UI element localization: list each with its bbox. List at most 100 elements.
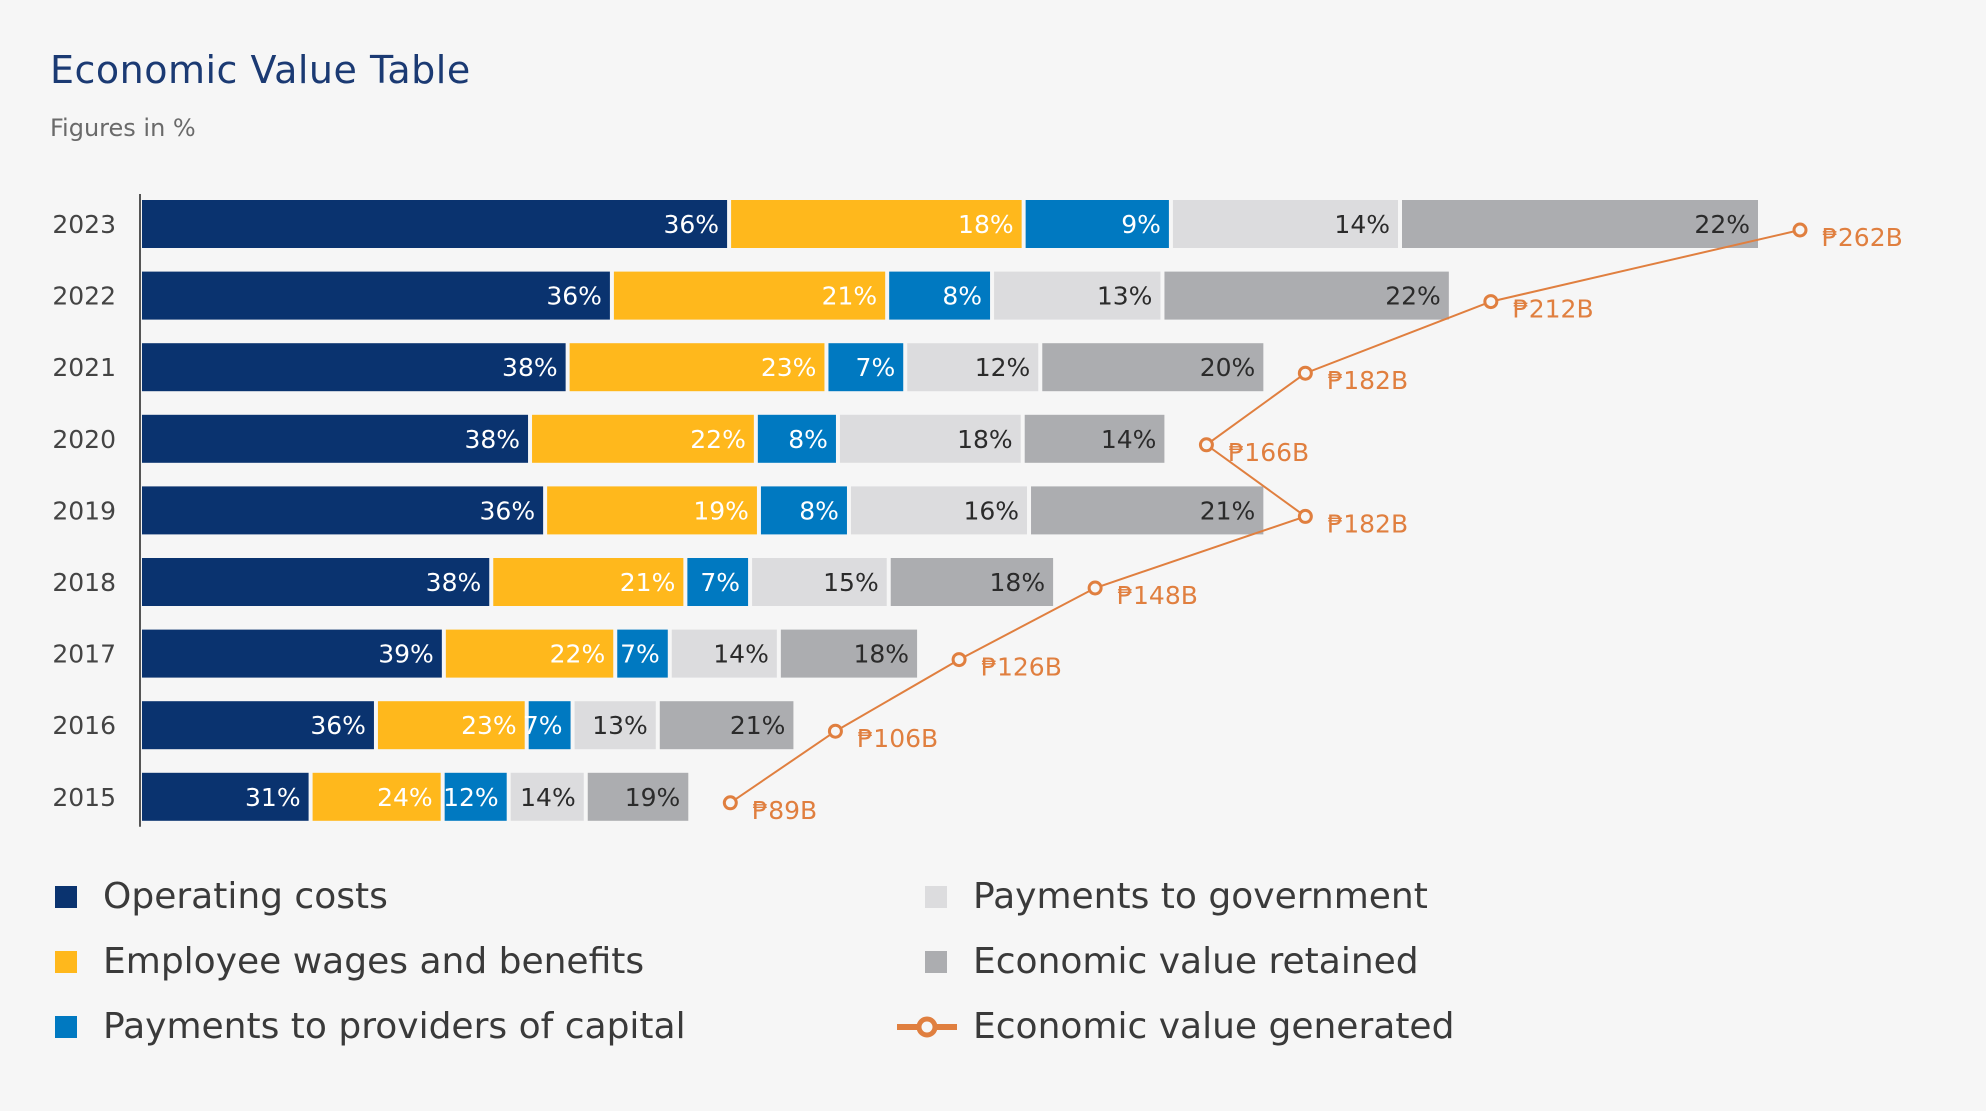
- data-label: 19%: [625, 783, 681, 812]
- data-label: 8%: [788, 425, 828, 454]
- data-label: 18%: [957, 425, 1013, 454]
- line-marker-icon: [897, 1016, 957, 1037]
- legend-item-payments-to-government: Payments to government: [925, 876, 1428, 917]
- data-label: 7%: [700, 568, 740, 597]
- bar-segment-operating-costs: [142, 629, 442, 678]
- legend-label: Payments to government: [973, 876, 1428, 917]
- data-label: 22%: [550, 640, 606, 669]
- data-label: 14%: [520, 783, 576, 812]
- legend-swatch-payments-to-government: [925, 885, 947, 908]
- bar-segment-economic-value-retained: [1024, 414, 1165, 463]
- data-label: 16%: [963, 496, 1019, 525]
- bar-segment-payments-to-government: [671, 629, 777, 678]
- bar-segment-economic-value-retained: [890, 558, 1054, 606]
- bar-segment-payments-to-government: [1172, 200, 1398, 248]
- evg-label: ₱89B: [752, 796, 817, 825]
- chart-title: Economic Value Table: [50, 48, 471, 92]
- evg-marker: [1087, 580, 1103, 596]
- data-label: 19%: [693, 496, 749, 525]
- data-label: 7%: [856, 353, 896, 382]
- data-label: 38%: [502, 353, 558, 382]
- legend-label: Payments to providers of capital: [103, 1006, 686, 1047]
- legend-item-economic-value-generated: Economic value generated: [895, 1006, 1454, 1047]
- data-label: 18%: [958, 210, 1014, 239]
- evg-marker: [951, 652, 967, 668]
- data-label: 12%: [443, 783, 499, 812]
- data-label: 8%: [942, 282, 982, 311]
- bar-segment-employee-wages: [493, 558, 684, 606]
- bar-segment-economic-value-retained: [1042, 343, 1264, 392]
- bar-segment-economic-value-retained: [1031, 486, 1264, 535]
- data-label: 36%: [480, 496, 536, 525]
- evg-marker: [1198, 437, 1214, 453]
- data-label: 39%: [378, 640, 434, 669]
- data-label: 21%: [822, 282, 878, 311]
- bar-segment-economic-value-retained: [1164, 271, 1449, 320]
- data-label: 22%: [690, 425, 746, 454]
- bar-segment-economic-value-retained: [587, 772, 689, 821]
- bar-segment-payments-to-government: [752, 558, 887, 606]
- bar-segment-operating-costs: [142, 558, 490, 606]
- bar-segment-payments-to-government: [510, 772, 584, 821]
- bar-segment-payments-to-government: [994, 271, 1161, 320]
- data-label: 7%: [523, 711, 563, 740]
- legend-item-operating-costs: Operating costs: [55, 876, 388, 917]
- data-label: 31%: [245, 783, 301, 812]
- evg-label: ₱182B: [1327, 509, 1408, 538]
- y-tick-label: 2015: [52, 783, 116, 812]
- data-label: 36%: [546, 282, 602, 311]
- bar-segment-economic-value-retained: [1402, 200, 1758, 248]
- evg-label: ₱166B: [1228, 438, 1309, 467]
- bar-segment-payments-to-government: [850, 486, 1028, 535]
- bar-segment-providers-of-capital: [687, 558, 749, 606]
- bar-segment-operating-costs: [142, 701, 374, 750]
- y-tick-label: 2022: [52, 282, 116, 311]
- y-tick-label: 2021: [52, 353, 116, 382]
- legend-item-economic-value-retained: Economic value retained: [925, 941, 1419, 982]
- bar-segment-operating-costs: [142, 271, 610, 320]
- y-tick-label: 2020: [52, 425, 116, 454]
- bar-segment-providers-of-capital: [444, 772, 507, 821]
- evg-marker: [1297, 508, 1313, 524]
- data-label: 18%: [990, 568, 1046, 597]
- bar-segment-providers-of-capital: [828, 343, 904, 392]
- evg-label: ₱262B: [1822, 223, 1903, 252]
- data-label: 14%: [713, 640, 769, 669]
- data-label: 21%: [730, 711, 786, 740]
- data-label: 24%: [377, 783, 433, 812]
- bar-segment-operating-costs: [142, 200, 728, 248]
- evg-marker: [1297, 365, 1313, 381]
- bar-segment-employee-wages: [532, 414, 754, 463]
- evg-marker: [1483, 294, 1499, 310]
- bar-segment-providers-of-capital: [757, 414, 836, 463]
- bar-segment-providers-of-capital: [617, 629, 668, 678]
- y-tick-label: 2016: [52, 711, 116, 740]
- legend-swatch-economic-value-retained: [925, 950, 947, 973]
- data-label: 14%: [1334, 210, 1390, 239]
- evg-label: ₱126B: [981, 653, 1062, 682]
- data-label: 38%: [464, 425, 520, 454]
- bar-segment-employee-wages: [613, 271, 886, 320]
- evg-marker: [1792, 222, 1808, 238]
- legend-label: Operating costs: [103, 876, 388, 917]
- evg-marker: [722, 795, 738, 811]
- bar-segment-operating-costs: [142, 343, 566, 392]
- evg-label: ₱148B: [1117, 581, 1198, 610]
- data-label: 14%: [1101, 425, 1157, 454]
- data-label: 8%: [799, 496, 839, 525]
- bar-segment-operating-costs: [142, 772, 309, 821]
- bar-segment-employee-wages: [445, 629, 614, 678]
- bar-segment-payments-to-government: [574, 701, 656, 750]
- data-label: 36%: [310, 711, 366, 740]
- data-label: 13%: [1097, 282, 1153, 311]
- evg-label: ₱106B: [857, 724, 938, 753]
- data-label: 22%: [1694, 210, 1750, 239]
- bar-segment-payments-to-government: [907, 343, 1039, 392]
- bar-segment-economic-value-retained: [780, 629, 918, 678]
- legend-label: Economic value retained: [973, 941, 1419, 982]
- bar-segment-operating-costs: [142, 486, 544, 535]
- data-label: 23%: [461, 711, 517, 740]
- data-label: 36%: [664, 210, 720, 239]
- data-label: 15%: [823, 568, 879, 597]
- bar-segment-economic-value-retained: [659, 701, 794, 750]
